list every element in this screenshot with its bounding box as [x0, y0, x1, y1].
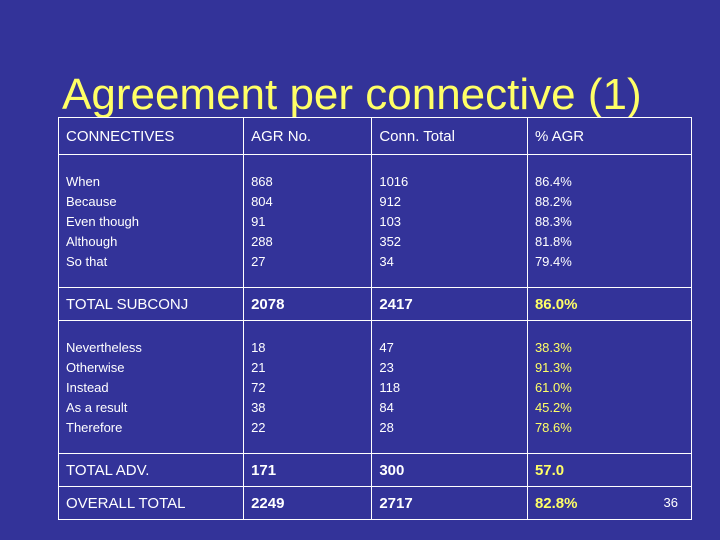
total-value: 103 — [379, 214, 402, 229]
total-label: TOTAL SUBCONJ — [57, 287, 245, 321]
connective-name: Otherwise — [66, 360, 125, 375]
connective-name: Therefore — [66, 420, 123, 435]
total-pct: 86.0% — [526, 287, 693, 321]
total-value: 352 — [379, 234, 402, 249]
total-conn: 2417 — [371, 287, 528, 321]
total-label: OVERALL TOTAL — [57, 486, 245, 520]
adv-group-row: Nevertheless Otherwise Instead As a resu… — [57, 320, 693, 454]
connective-name: When — [66, 174, 100, 189]
agr-value: 21 — [251, 360, 266, 375]
total-agr: 2249 — [243, 486, 373, 520]
subconj-agr-cell: 868 804 91 288 27 — [243, 154, 373, 288]
slide-number: 36 — [663, 495, 678, 510]
connective-name: Even though — [66, 214, 140, 229]
agr-value: 868 — [251, 174, 273, 189]
pct-value: 91.3% — [534, 360, 572, 375]
connective-name: As a result — [66, 400, 128, 415]
subconj-names-cell: When Because Even though Although So tha… — [57, 154, 245, 288]
adv-pct-cell: 38.3% 91.3% 61.0% 45.2% 78.6% — [526, 320, 693, 454]
header-pct-agr: % AGR — [526, 117, 693, 155]
total-value: 118 — [379, 380, 401, 395]
agr-value: 27 — [251, 254, 266, 269]
agr-value: 18 — [251, 340, 266, 355]
adv-total-cell: 47 23 118 84 28 — [371, 320, 528, 454]
overall-total-row: OVERALL TOTAL 2249 2717 82.8% — [57, 486, 693, 520]
total-value: 1016 — [379, 174, 409, 189]
header-connectives: CONNECTIVES — [57, 117, 245, 155]
subconj-total-row: TOTAL SUBCONJ 2078 2417 86.0% — [57, 287, 693, 321]
slide-title: Agreement per connective (1) — [62, 70, 642, 119]
agr-value: 72 — [251, 380, 266, 395]
total-pct: 82.8% — [526, 486, 693, 520]
connective-name: Although — [66, 234, 118, 249]
agreement-table: CONNECTIVES AGR No. Conn. Total % AGR Wh… — [57, 117, 693, 520]
connective-name: Because — [66, 194, 117, 209]
adv-names-cell: Nevertheless Otherwise Instead As a resu… — [57, 320, 245, 454]
table-header-row: CONNECTIVES AGR No. Conn. Total % AGR — [57, 117, 693, 155]
connective-name: So that — [66, 254, 108, 269]
agr-value: 38 — [251, 400, 266, 415]
pct-value: 45.2% — [534, 400, 572, 415]
subconj-total-cell: 1016 912 103 352 34 — [371, 154, 528, 288]
total-value: 47 — [379, 340, 394, 355]
pct-value: 86.4% — [534, 174, 572, 189]
total-label: TOTAL ADV. — [57, 453, 245, 487]
total-agr: 171 — [243, 453, 373, 487]
pct-value: 38.3% — [534, 340, 572, 355]
pct-value: 81.8% — [534, 234, 572, 249]
total-pct: 57.0 — [526, 453, 693, 487]
agr-value: 91 — [251, 214, 266, 229]
total-agr: 2078 — [243, 287, 373, 321]
subconj-group-row: When Because Even though Although So tha… — [57, 154, 693, 288]
connective-name: Instead — [66, 380, 109, 395]
agr-value: 804 — [251, 194, 273, 209]
total-value: 84 — [379, 400, 394, 415]
pct-value: 88.2% — [534, 194, 572, 209]
total-conn: 2717 — [371, 486, 528, 520]
header-agr-no: AGR No. — [243, 117, 373, 155]
header-conn-total: Conn. Total — [371, 117, 528, 155]
subconj-pct-cell: 86.4% 88.2% 88.3% 81.8% 79.4% — [526, 154, 693, 288]
pct-value: 88.3% — [534, 214, 572, 229]
total-value: 912 — [379, 194, 402, 209]
total-value: 28 — [379, 420, 394, 435]
pct-value: 61.0% — [534, 380, 572, 395]
adv-total-row: TOTAL ADV. 171 300 57.0 — [57, 453, 693, 487]
total-value: 23 — [379, 360, 394, 375]
pct-value: 78.6% — [534, 420, 572, 435]
total-value: 34 — [379, 254, 394, 269]
agr-value: 288 — [251, 234, 273, 249]
agr-value: 22 — [251, 420, 266, 435]
total-conn: 300 — [371, 453, 528, 487]
connective-name: Nevertheless — [66, 340, 142, 355]
adv-agr-cell: 18 21 72 38 22 — [243, 320, 373, 454]
pct-value: 79.4% — [534, 254, 572, 269]
